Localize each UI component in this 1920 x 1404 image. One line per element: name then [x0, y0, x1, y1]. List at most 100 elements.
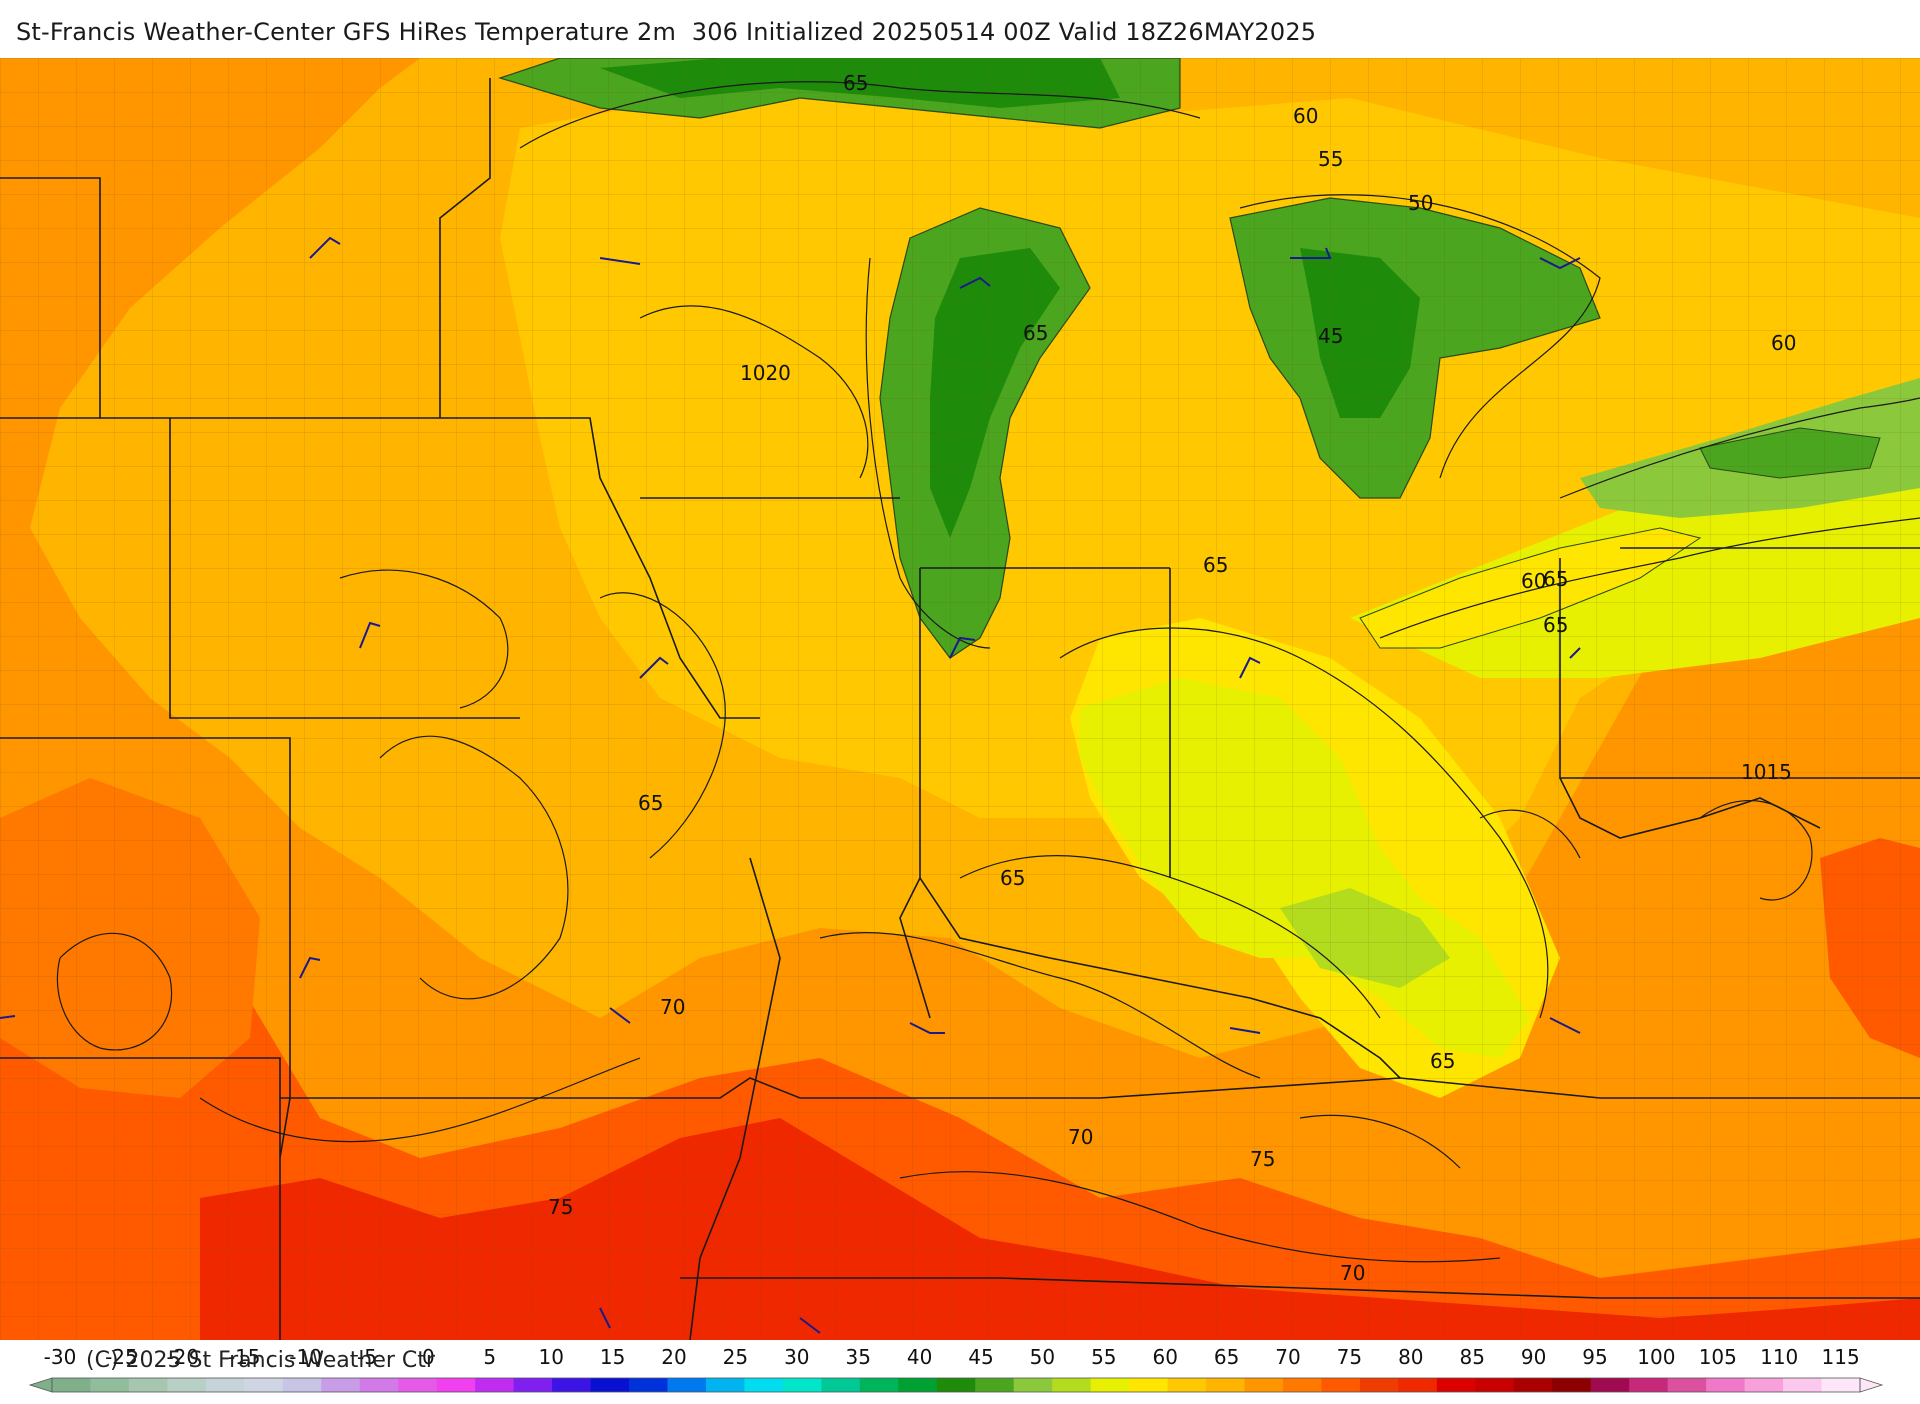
- colorbar-swatch: [667, 1378, 707, 1392]
- colorbar-swatch: [205, 1378, 245, 1392]
- contour-label: 65: [638, 791, 663, 815]
- colorbar-swatch: [859, 1378, 899, 1392]
- colorbar-swatch: [1321, 1378, 1361, 1392]
- colorbar-swatch: [1667, 1378, 1707, 1392]
- colorbar-swatch: [1436, 1378, 1476, 1392]
- colorbar-swatch: [436, 1378, 476, 1392]
- colorbar-swatch: [975, 1378, 1015, 1392]
- colorbar-tick-label: 20: [661, 1345, 686, 1369]
- map-title: St-Francis Weather-Center GFS HiRes Temp…: [16, 18, 1317, 46]
- colorbar-tick-label: 35: [845, 1345, 870, 1369]
- contour-label: 60: [1771, 331, 1796, 355]
- colorbar-tick-label: 25: [723, 1345, 748, 1369]
- colorbar-swatch: [1513, 1378, 1553, 1392]
- colorbar-border: [51, 1377, 1861, 1393]
- colorbar-swatch: [1821, 1378, 1861, 1392]
- colorbar-swatch: [1629, 1378, 1669, 1392]
- contour-label: 70: [660, 995, 685, 1019]
- colorbar-tick-labels: -30 -25 -20 -15 -10 -5 0 5 10 15 20 25 30 35 40 45 50 55 6…: [44, 1345, 1860, 1369]
- colorbar-swatch: [705, 1378, 745, 1392]
- contour-label: 75: [1250, 1147, 1275, 1171]
- contour-label: 65: [1430, 1049, 1455, 1073]
- colorbar-swatch: [1244, 1378, 1284, 1392]
- temperature-colorbar: -30 -25 -20 -15 -10 -5 0 5 10 15 20 25 30 35 40 45 50 55 6…: [0, 1340, 1920, 1400]
- colorbar-tick-label: 50: [1030, 1345, 1055, 1369]
- colorbar-tick-label: 45: [968, 1345, 993, 1369]
- colorbar-swatch: [475, 1378, 515, 1392]
- contour-label: 45: [1318, 324, 1343, 348]
- county-grid: [0, 58, 1920, 1340]
- colorbar-tick-label: 40: [907, 1345, 932, 1369]
- contour-label: 65: [1000, 866, 1025, 890]
- contour-label: 65: [843, 71, 868, 95]
- colorbar-swatch: [1052, 1378, 1092, 1392]
- colorbar-tick-label: 85: [1459, 1345, 1484, 1369]
- colorbar-tick-label: 30: [784, 1345, 809, 1369]
- contour-label: 55: [1318, 147, 1343, 171]
- colorbar-tick-label: 95: [1582, 1345, 1607, 1369]
- colorbar-tick-label: 10: [538, 1345, 563, 1369]
- colorbar-swatch: [1706, 1378, 1746, 1392]
- colorbar-tick-label: -30: [44, 1345, 77, 1369]
- colorbar-tick-label: 115: [1822, 1345, 1860, 1369]
- contour-label: 75: [548, 1195, 573, 1219]
- colorbar-swatch: [359, 1378, 399, 1392]
- colorbar-tick-label: 55: [1091, 1345, 1116, 1369]
- contour-label: 70: [1340, 1261, 1365, 1285]
- contour-label: 1015: [1741, 760, 1792, 784]
- colorbar-tick-label: 0: [422, 1345, 435, 1369]
- colorbar-swatch: [936, 1378, 976, 1392]
- colorbar-swatch: [321, 1378, 361, 1392]
- colorbar-swatch: [1206, 1378, 1246, 1392]
- colorbar-tick-label: 75: [1337, 1345, 1362, 1369]
- colorbar-swatch: [1398, 1378, 1438, 1392]
- contour-label: 65: [1543, 567, 1568, 591]
- colorbar-tick-label: 5: [483, 1345, 496, 1369]
- contour-label: 1020: [740, 361, 791, 385]
- colorbar-tick-label: -20: [166, 1345, 199, 1369]
- colorbar-swatch: [513, 1378, 553, 1392]
- colorbar-swatch: [552, 1378, 592, 1392]
- colorbar-tick-label: 105: [1699, 1345, 1737, 1369]
- colorbar-swatch: [128, 1378, 168, 1392]
- colorbar-tick-label: -5: [357, 1345, 377, 1369]
- colorbar-swatch: [782, 1378, 822, 1392]
- colorbar-min-arrow: [28, 1377, 53, 1393]
- colorbar-max-arrow: [1859, 1377, 1884, 1393]
- contour-lines: [56, 81, 1920, 1263]
- colorbar-swatch: [898, 1378, 938, 1392]
- contour-label: 65: [1203, 553, 1228, 577]
- colorbar-tick-label: -10: [289, 1345, 322, 1369]
- contour-label: 50: [1408, 191, 1433, 215]
- colorbar-swatch: [167, 1378, 207, 1392]
- contour-label: 65: [1023, 321, 1048, 345]
- colorbar-swatch: [1359, 1378, 1399, 1392]
- colorbar-tick-label: 80: [1398, 1345, 1423, 1369]
- contour-label: 70: [1068, 1125, 1093, 1149]
- contour-label: 60: [1293, 104, 1318, 128]
- colorbar-swatch: [1744, 1378, 1784, 1392]
- colorbar-tick-label: 15: [600, 1345, 625, 1369]
- colorbar-swatch: [1475, 1378, 1515, 1392]
- contour-label: 65: [1543, 613, 1568, 637]
- colorbar-swatch: [629, 1378, 668, 1392]
- colorbar-swatch: [1783, 1378, 1823, 1392]
- colorbar-swatch: [1090, 1378, 1130, 1392]
- colorbar-tick-label: -25: [105, 1345, 138, 1369]
- wind-barbs: [0, 236, 1581, 1334]
- colorbar-swatch: [1282, 1378, 1322, 1392]
- colorbar-swatch: [1129, 1378, 1169, 1392]
- contour-label-group: 65 60 55 50 45 65 1020 65 60 65 60 65 10…: [548, 71, 1796, 1285]
- temperature-map: 65 60 55 50 45 65 1020 65 60 65 60 65 10…: [0, 58, 1920, 1340]
- colorbar-tick-label: 70: [1275, 1345, 1300, 1369]
- state-borders: [0, 78, 1920, 1340]
- colorbar-tick-label: -15: [228, 1345, 261, 1369]
- colorbar-swatch: [1167, 1378, 1207, 1392]
- colorbar-swatch: [244, 1378, 284, 1392]
- colorbar-tick-label: 65: [1214, 1345, 1239, 1369]
- colorbar-swatch: [52, 1378, 91, 1392]
- colorbar-tick-label: 110: [1760, 1345, 1798, 1369]
- colorbar-swatch: [282, 1378, 322, 1392]
- colorbar-swatch: [1013, 1378, 1053, 1392]
- colorbar-swatch: [744, 1378, 784, 1392]
